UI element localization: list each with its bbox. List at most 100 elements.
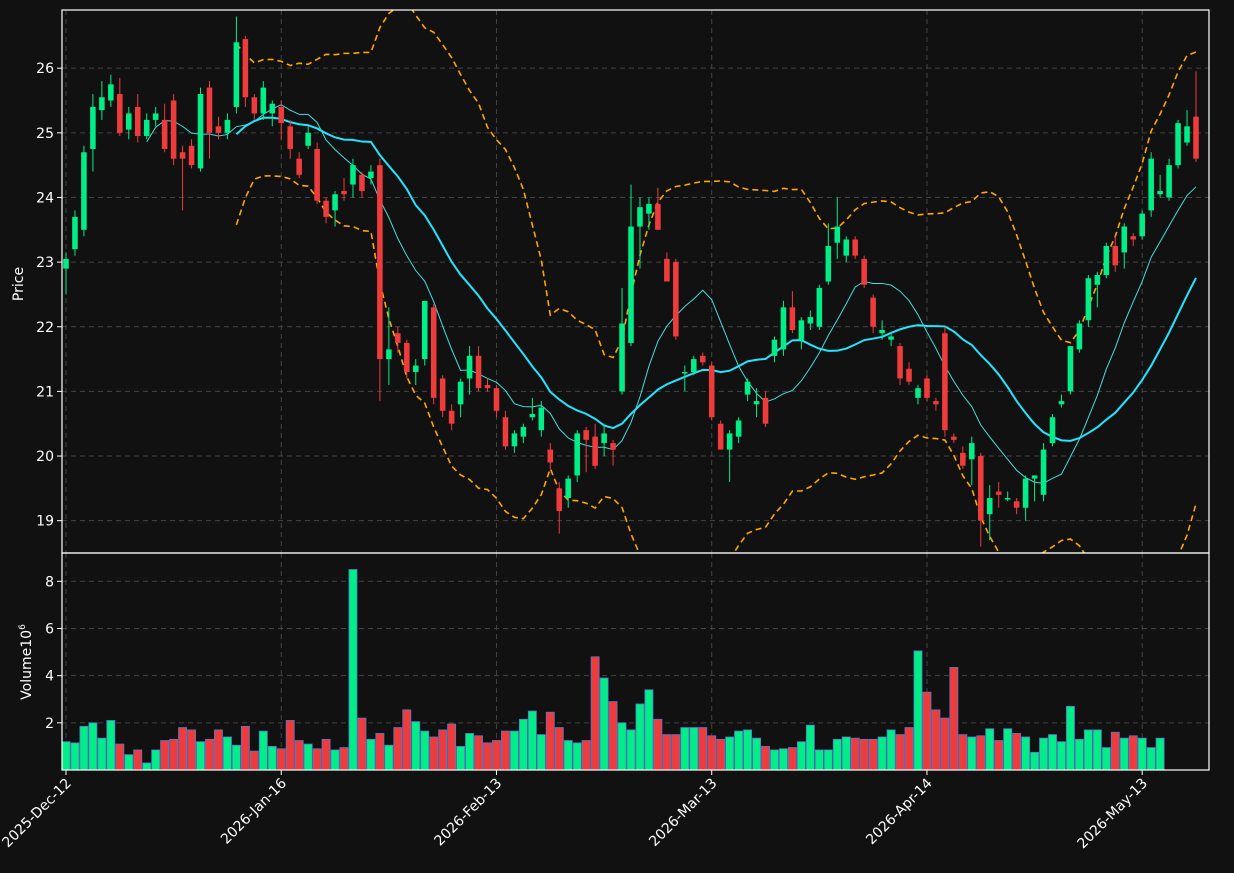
- volume-panel-frame: [61, 552, 1210, 771]
- candle: [224, 113, 231, 140]
- volume-bar: [761, 746, 770, 771]
- candle-body: [99, 97, 105, 111]
- volume-bar: [922, 691, 932, 771]
- candle-body: [341, 191, 347, 195]
- candle-body: [699, 355, 706, 363]
- candle-body: [1076, 323, 1083, 350]
- candle: [72, 210, 78, 256]
- candle-body: [1085, 278, 1092, 321]
- volume-bar: [1146, 747, 1156, 771]
- price-tick-label: 25: [36, 126, 54, 142]
- candle: [125, 106, 132, 140]
- volume-bar: [940, 717, 950, 771]
- candle: [323, 197, 329, 224]
- volume-bar: [205, 738, 214, 771]
- candle-body: [861, 258, 867, 285]
- volume-bar: [707, 735, 717, 771]
- candle-body: [960, 452, 966, 466]
- volume-bar: [518, 718, 528, 771]
- candle: [699, 352, 706, 366]
- candle: [995, 481, 1002, 508]
- candle-body: [1193, 116, 1199, 159]
- volume-bar: [483, 742, 492, 771]
- price-tick-label: 20: [36, 449, 54, 465]
- candle: [439, 375, 446, 418]
- candle-body: [215, 126, 222, 133]
- volume-bar: [563, 740, 573, 771]
- candle-body: [942, 333, 948, 431]
- volume-bar: [348, 569, 358, 771]
- candle: [260, 81, 267, 120]
- volume-bar: [545, 711, 555, 771]
- volume-bar: [1003, 728, 1013, 771]
- candle-body: [969, 443, 975, 460]
- candle-body: [143, 119, 150, 137]
- volume-bar: [267, 746, 277, 771]
- candle-body: [224, 119, 231, 133]
- candle: [852, 236, 858, 259]
- volume-bar: [169, 738, 179, 771]
- candle: [341, 178, 347, 201]
- candle-body: [314, 148, 320, 201]
- volume-bar: [779, 748, 788, 771]
- candle: [430, 304, 437, 405]
- candle-body: [1067, 346, 1074, 392]
- candle: [843, 236, 850, 263]
- candle: [188, 139, 195, 169]
- candle: [457, 378, 464, 418]
- candle-body: [108, 84, 114, 101]
- candle: [601, 423, 607, 457]
- candle-body: [565, 478, 572, 499]
- candle-body: [951, 436, 957, 440]
- candle-body: [81, 152, 87, 230]
- candle: [170, 94, 177, 166]
- volume-axis-label: Volume106: [18, 624, 35, 700]
- volume-bar: [967, 736, 977, 771]
- candle-body: [412, 365, 419, 372]
- candle-body: [1148, 158, 1154, 211]
- volume-bar: [312, 748, 322, 771]
- volume-axis-ticks: 2 4 6 8: [45, 574, 62, 732]
- candle-body: [915, 388, 921, 398]
- candle-body: [556, 488, 563, 511]
- volume-bar: [689, 727, 699, 771]
- candle: [134, 94, 141, 143]
- candle: [565, 475, 572, 508]
- volume-bar: [877, 736, 887, 771]
- candle: [753, 388, 760, 418]
- candle-body: [995, 491, 1002, 495]
- candle: [906, 362, 912, 385]
- candle: [960, 446, 966, 469]
- candle: [1022, 475, 1029, 521]
- volume-bar: [1012, 733, 1022, 771]
- candle: [1157, 174, 1163, 198]
- volume-bar: [133, 749, 143, 771]
- volume-bar: [160, 740, 170, 771]
- volume-bar: [1137, 737, 1147, 771]
- candle: [1193, 71, 1199, 162]
- candle-body: [1130, 236, 1137, 240]
- candle-body: [977, 456, 984, 521]
- volume-bar: [151, 749, 161, 771]
- candle-body: [574, 433, 580, 476]
- volume-bar: [420, 730, 430, 771]
- candle: [861, 255, 867, 288]
- volume-bar: [411, 721, 421, 771]
- volume-bar: [214, 729, 223, 771]
- candle-body: [1094, 275, 1101, 285]
- candle-body: [682, 372, 688, 374]
- volume-bar: [805, 724, 815, 771]
- candle-body: [1103, 245, 1110, 276]
- candle-body: [260, 87, 267, 114]
- price-tick-label: 21: [36, 384, 54, 400]
- candle: [690, 355, 697, 376]
- candle-body: [753, 401, 760, 405]
- volume-bar: [617, 722, 627, 771]
- volume-bar: [196, 741, 205, 771]
- candle-body: [888, 336, 894, 340]
- candle: [386, 307, 392, 385]
- volume-bar: [1119, 737, 1129, 771]
- candle: [1067, 346, 1074, 395]
- candle: [242, 35, 249, 107]
